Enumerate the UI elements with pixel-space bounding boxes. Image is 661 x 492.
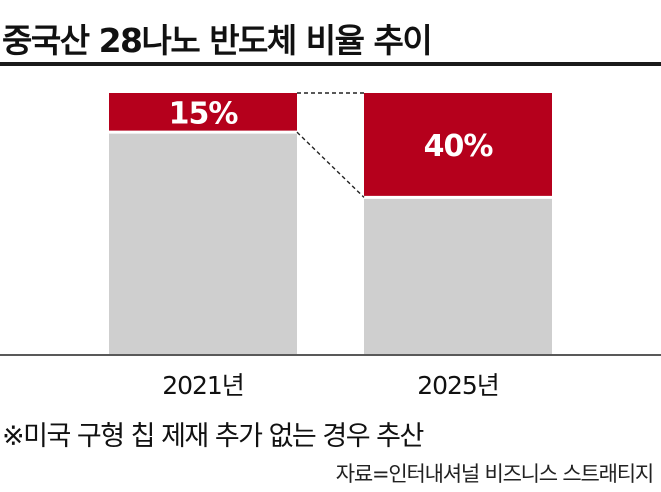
bar-segment-remainder-0 (109, 132, 297, 354)
connectors-group (296, 92, 365, 198)
x-tick-label-1: 2025년 (417, 371, 499, 400)
title-divider (0, 62, 661, 66)
bar-segment-share-0 (109, 93, 297, 133)
bar-segment-remainder-1 (364, 197, 552, 354)
data-label-0: 15% (169, 97, 239, 132)
bars-group: 15% 40% (109, 93, 552, 354)
x-tick-labels: 2021년 2025년 (162, 371, 500, 400)
chart-area: 15% 40% 2021년 2025년 (0, 92, 661, 400)
data-label-1: 40% (424, 129, 494, 164)
chart-title: 중국산 28나노 반도체 비율 추이 (2, 21, 433, 60)
x-tick-label-0: 2021년 (162, 371, 244, 400)
connector-line-1 (296, 131, 365, 198)
source-credit: 자료=인터내셔널 비즈니스 스트래티지 (335, 462, 654, 486)
bar-segment-share-1 (364, 93, 552, 198)
footnote: ※미국 구형 칩 제재 추가 없는 경우 추산 (2, 421, 424, 452)
